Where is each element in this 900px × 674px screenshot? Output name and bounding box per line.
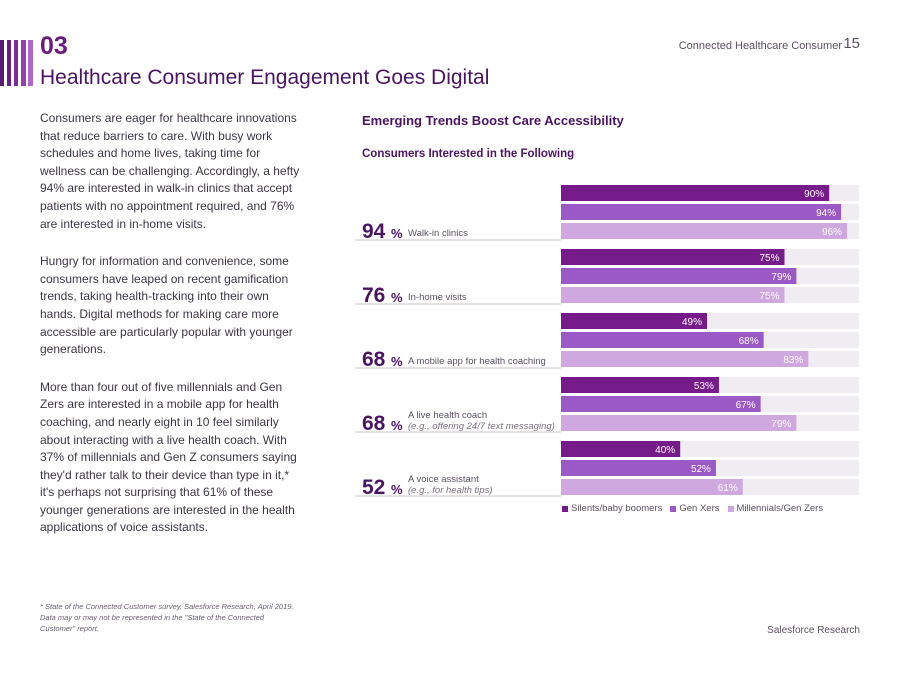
legend-swatch xyxy=(727,505,734,512)
bar xyxy=(561,332,764,348)
chart-legend: Silents/baby boomers Gen Xers Millennial… xyxy=(562,503,823,514)
bar xyxy=(561,313,708,329)
legend-swatch xyxy=(670,505,677,512)
category-label: In-home visits xyxy=(408,292,467,303)
category-label: Walk-in clinics xyxy=(408,228,468,239)
category-overall-value: 68 xyxy=(362,412,386,435)
chart-title: Emerging Trends Boost Care Accessibility xyxy=(362,113,624,128)
bar xyxy=(561,268,797,284)
bar xyxy=(561,249,785,265)
bar-value-label: 79% xyxy=(771,419,791,430)
bar xyxy=(561,204,842,220)
bar-value-label: 49% xyxy=(682,317,702,328)
bar-value-label: 94% xyxy=(816,208,836,219)
bar-value-label: 53% xyxy=(694,381,714,392)
paragraph: More than four out of five millennials a… xyxy=(40,379,297,535)
bar xyxy=(561,351,809,367)
bar-value-label: 90% xyxy=(804,189,824,200)
bar xyxy=(561,415,797,431)
bar xyxy=(561,396,761,412)
legend-item: Millennials/Gen Zers xyxy=(727,503,823,514)
paragraph: Hungry for information and convenience, … xyxy=(40,254,293,357)
chart-subtitle: Consumers Interested in the Following xyxy=(362,148,575,160)
paragraph: Consumers are eager for healthcare innov… xyxy=(40,111,300,231)
category-overall-value: 94 xyxy=(362,220,386,243)
bar-value-label: 67% xyxy=(736,400,756,411)
bar-value-label: 79% xyxy=(771,272,791,283)
legend-item: Gen Xers xyxy=(670,503,720,514)
section-number: 03 xyxy=(40,32,68,60)
page-number: 15 xyxy=(843,35,860,52)
legend-item: Silents/baby boomers xyxy=(562,503,662,514)
bar xyxy=(561,185,830,201)
bar-value-label: 61% xyxy=(718,483,738,494)
category-overall-percent: % xyxy=(391,482,403,497)
bar xyxy=(561,460,716,476)
category-overall-value: 76 xyxy=(362,284,385,307)
category-overall-percent: % xyxy=(391,290,403,305)
section-stripes xyxy=(0,40,33,86)
category-sublabel: (e.g., offering 24/7 text messaging) xyxy=(408,421,555,432)
bar xyxy=(561,441,681,457)
legend-swatch xyxy=(562,505,568,512)
category-label: A live health coach xyxy=(408,410,487,421)
page-title: Healthcare Consumer Engagement Goes Digi… xyxy=(40,66,490,89)
category-overall-value: 52 xyxy=(362,476,385,499)
category-label: A mobile app for health coaching xyxy=(408,356,546,367)
category-sublabel: (e.g., for health tips) xyxy=(408,485,492,496)
footer-brand: Salesforce Research xyxy=(767,625,860,636)
category-overall-value: 68 xyxy=(362,348,386,371)
bar-value-label: 52% xyxy=(691,464,711,475)
bar xyxy=(561,479,743,495)
category-label: A voice assistant xyxy=(408,474,479,485)
category-overall-percent: % xyxy=(391,354,403,369)
running-title: Connected Healthcare Consumer xyxy=(678,40,842,52)
footnote: * State of the Connected Customer survey… xyxy=(40,602,294,633)
bar-value-label: 40% xyxy=(655,445,675,456)
bar-value-label: 68% xyxy=(739,336,759,347)
bar-value-label: 75% xyxy=(759,291,779,302)
bar xyxy=(561,287,785,303)
bar xyxy=(561,223,848,239)
category-overall-percent: % xyxy=(391,418,403,433)
bar-value-label: 75% xyxy=(759,253,779,264)
bar-value-label: 83% xyxy=(783,355,803,366)
category-overall-percent: % xyxy=(391,226,403,241)
body-text: Consumers are eager for healthcare innov… xyxy=(40,110,300,557)
bar-chart: 90% 94% 96% 94% Walk-in clinics 75% 79% 75% 76% I… xyxy=(355,185,859,499)
bar-value-label: 96% xyxy=(822,227,842,238)
bar xyxy=(561,377,719,393)
